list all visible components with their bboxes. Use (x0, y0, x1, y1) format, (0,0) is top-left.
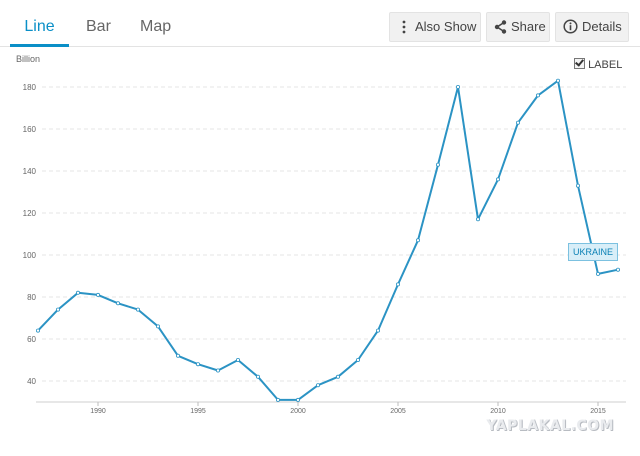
label-toggle-text: LABEL (588, 59, 623, 71)
data-point (195, 362, 200, 367)
data-point (36, 328, 41, 333)
data-point (415, 238, 420, 243)
details-button[interactable]: Details (555, 12, 629, 42)
data-point (175, 353, 180, 358)
data-point (295, 397, 300, 402)
data-point (495, 177, 500, 182)
data-point (315, 383, 320, 388)
data-point (255, 374, 260, 379)
line-chart: 40 60 80 100 120 140 160 180 1990 1995 2000 2005 201… (0, 46, 640, 456)
x-tick-label: 2015 (590, 408, 606, 415)
info-icon (563, 19, 578, 34)
chart-type-tabs-bar: Line Bar Map Also Show Share (0, 0, 640, 47)
data-point (616, 267, 621, 272)
data-point (56, 307, 61, 312)
y-tick-label: 120 (23, 209, 37, 218)
y-axis-unit-label: Billion (16, 54, 41, 64)
vertical-dots-icon (402, 20, 406, 34)
data-point (275, 397, 280, 402)
data-point (375, 328, 380, 333)
x-tick-label: 2005 (390, 408, 406, 415)
series-end-label: UKRAINE (568, 243, 619, 261)
watermark: YAPLAKAL.COM (486, 418, 614, 434)
x-tick-label: 2000 (290, 408, 306, 415)
data-point (556, 78, 561, 83)
data-point (155, 324, 160, 329)
share-button[interactable]: Share (486, 12, 550, 42)
data-point (596, 271, 601, 276)
share-label: Share (511, 19, 546, 34)
data-point (235, 357, 240, 362)
y-tick-label: 100 (23, 251, 37, 260)
series-line (37, 79, 619, 401)
data-point (96, 292, 101, 297)
details-label: Details (582, 19, 622, 34)
y-tick-label: 180 (23, 83, 37, 92)
y-tick-label: 40 (27, 377, 36, 386)
x-tick-label: 2010 (490, 408, 506, 415)
data-point (76, 290, 81, 295)
y-tick-label: 140 (23, 167, 37, 176)
y-tick-label: 80 (27, 293, 36, 302)
y-tick-label: 60 (27, 335, 36, 344)
data-point (215, 368, 220, 373)
data-point (455, 85, 460, 90)
data-point (435, 162, 440, 167)
data-point (135, 307, 140, 312)
data-point (355, 357, 360, 362)
tab-line[interactable]: Line (10, 10, 69, 47)
also-show-label: Also Show (415, 19, 477, 34)
also-show-button[interactable]: Also Show (389, 12, 481, 42)
x-tick-label: 1990 (90, 408, 106, 415)
tab-map[interactable]: Map (140, 18, 172, 35)
data-point (335, 374, 340, 379)
data-point (516, 120, 521, 125)
data-point (536, 93, 541, 98)
data-point (116, 301, 121, 306)
label-toggle[interactable]: LABEL (574, 58, 622, 71)
y-tick-label: 160 (23, 125, 37, 134)
checkbox-checked-icon[interactable] (574, 58, 585, 69)
data-point (395, 282, 400, 287)
x-tick-label: 1995 (190, 408, 206, 415)
data-point (576, 183, 581, 188)
chart-canvas: 40 60 80 100 120 140 160 180 1990 1995 2000 2005 201… (23, 78, 626, 415)
share-icon (494, 20, 507, 34)
tab-bar[interactable]: Bar (86, 18, 111, 35)
data-point (475, 217, 480, 222)
